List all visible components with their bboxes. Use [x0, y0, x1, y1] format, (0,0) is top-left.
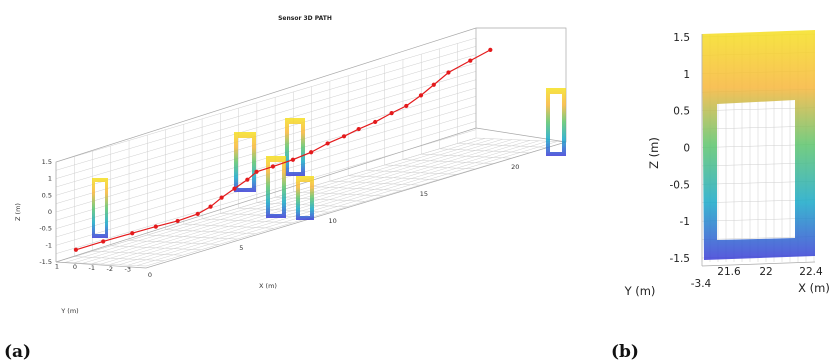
door-frame-5	[296, 176, 314, 220]
path-point	[404, 103, 409, 109]
door-frame-3	[285, 118, 305, 176]
x-tick-label: 20	[511, 163, 519, 171]
grid-line	[55, 37, 477, 163]
panel-b-chart: 1.5 1 0.5 0 -0.5 -1 -1.5 21.6 22 22.4 -3.4 Z (m) Y…	[624, 30, 830, 298]
z-tick-label: 1.5	[673, 32, 690, 44]
box-outline	[55, 27, 567, 269]
path-point	[130, 231, 135, 236]
panel-label-a: (a)	[4, 342, 31, 362]
path-point	[232, 186, 237, 191]
grid-line	[55, 62, 477, 188]
path-point	[468, 58, 473, 63]
door-frame-1	[92, 178, 108, 238]
y-axis-label: Y (m)	[624, 284, 656, 298]
z-tick-label: -0.5	[670, 179, 691, 191]
grid-line	[136, 141, 558, 266]
z-tick-label: -1.5	[670, 253, 691, 265]
path-point	[175, 218, 180, 224]
path-point	[431, 82, 436, 87]
grid-line	[55, 71, 477, 196]
chart-title: Sensor 3D PATH	[278, 15, 332, 22]
path-point	[101, 239, 106, 244]
path-point	[325, 141, 330, 146]
path-point	[418, 93, 424, 98]
path-point	[270, 164, 276, 169]
path-point	[219, 195, 224, 200]
z-axis-label: Z (m)	[14, 203, 22, 221]
y-tick-label: -2	[107, 265, 113, 273]
grid-line	[55, 79, 477, 204]
x-tick-label: 22	[759, 266, 772, 278]
grid-line	[109, 140, 531, 265]
z-tick-label: -0.5	[39, 225, 52, 233]
box-edge	[475, 127, 567, 143]
z-tick-label: 1	[48, 175, 52, 183]
path-point	[373, 119, 378, 125]
path-point	[208, 204, 213, 209]
x-axis-label: X (m)	[798, 281, 830, 295]
z-tick-label: -1.5	[39, 258, 52, 266]
grid-line	[64, 138, 486, 263]
back-wall	[56, 28, 566, 266]
grid-line	[55, 46, 477, 171]
grid-line	[118, 140, 540, 266]
z-tick-label: -1	[46, 241, 52, 249]
sensor-path	[73, 47, 493, 252]
grid-line	[127, 140, 549, 266]
path-point	[309, 150, 314, 155]
z-tick-label: 0	[683, 143, 690, 155]
y-tick-label: -3	[125, 266, 131, 274]
box-edge	[701, 261, 816, 267]
y-tick-label: -3.4	[691, 278, 712, 290]
path-point	[356, 126, 361, 132]
grid-line	[55, 87, 477, 213]
path-point	[73, 247, 79, 252]
grid-line	[82, 138, 504, 264]
z-tick-label: 0.5	[673, 106, 690, 118]
x-axis-label: X (m)	[259, 282, 277, 290]
path-point	[488, 47, 493, 52]
x-tick-label: 5	[239, 244, 243, 252]
grid-line	[55, 54, 477, 179]
z-axis-label: Z (m)	[647, 137, 661, 169]
z-tick-label: 0	[48, 208, 52, 216]
door-frame-2	[234, 132, 256, 192]
path-point	[446, 70, 451, 75]
path-point	[254, 169, 259, 174]
panel-label-b: (b)	[611, 342, 639, 362]
z-tick-label: 1	[683, 69, 690, 81]
x-tick-label: 0	[148, 271, 152, 279]
x-tick-label: 22.4	[799, 266, 823, 278]
path-point	[389, 111, 394, 116]
x-tick-label: 21.6	[717, 266, 741, 278]
axis-ticks: 1.5 1 0.5 0 -0.5 -1 -1.5 21.6 22 22.4 -3.4	[670, 32, 824, 290]
z-tick-label: -1	[680, 216, 690, 228]
grid-lines	[55, 37, 567, 267]
path-point	[290, 157, 296, 162]
z-tick-label: 1.5	[42, 158, 52, 166]
grid-line	[91, 139, 513, 264]
y-axis-label: Y (m)	[60, 307, 78, 315]
path-point	[195, 211, 200, 217]
x-tick-label: 15	[420, 190, 428, 198]
x-tick-label: 10	[328, 217, 336, 225]
z-tick-label: 0.5	[42, 191, 52, 199]
path-point	[245, 177, 250, 182]
y-tick-label: 1	[55, 262, 59, 270]
path-point	[153, 224, 158, 229]
y-tick-label: 0	[73, 263, 77, 271]
path-point	[341, 134, 347, 139]
door-frame-closeup	[702, 30, 815, 260]
y-tick-label: -1	[89, 264, 95, 272]
door-frame-6	[546, 88, 566, 156]
